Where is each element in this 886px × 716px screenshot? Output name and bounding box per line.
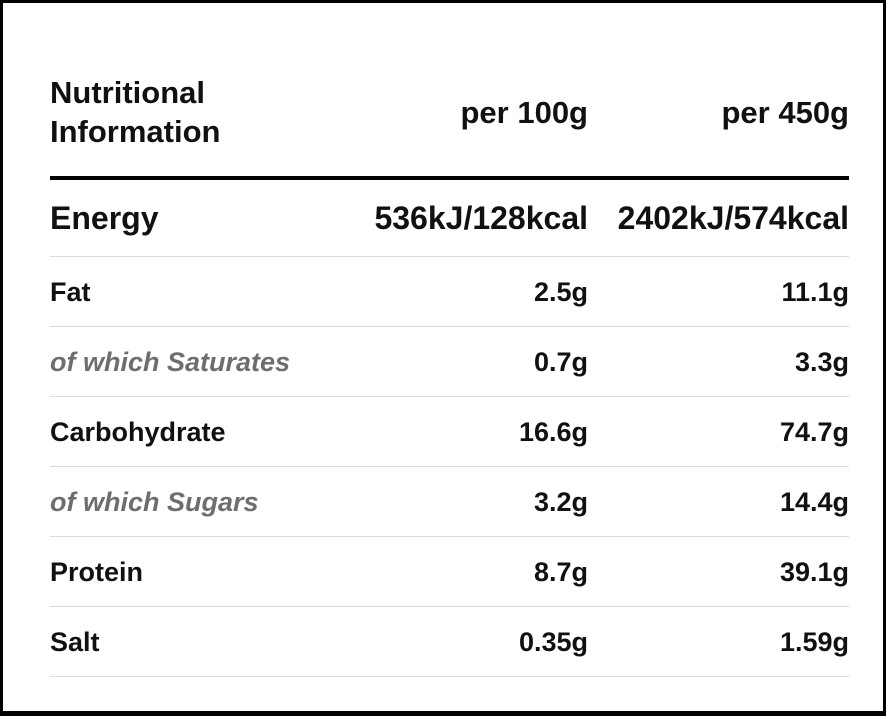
table-title: Nutritional Information xyxy=(50,75,221,149)
value-per-450g: 14.4g xyxy=(779,487,849,517)
value-per-100g: 536kJ/128kcal xyxy=(374,200,588,236)
value-per-450g: 3.3g xyxy=(794,347,849,377)
table-row-sugars: of which Sugars 3.2g 14.4g xyxy=(50,467,849,537)
value-per-450g: 11.1g xyxy=(781,277,849,307)
value-per-100g: 8.7g xyxy=(533,557,588,587)
value-per-100g: 2.5g xyxy=(533,277,588,307)
value-per-100g: 0.35g xyxy=(518,627,588,657)
value-per-100g: 0.7g xyxy=(533,347,588,377)
column-header-per-100g: per 100g xyxy=(460,95,588,130)
nutrient-name: of which Saturates xyxy=(50,347,291,377)
column-header-per-450g: per 450g xyxy=(721,95,849,130)
value-per-450g: 74.7g xyxy=(779,417,849,447)
nutrient-name: Salt xyxy=(50,627,100,657)
nutrition-table: Nutritional Information per 100g per 450… xyxy=(50,59,849,677)
value-per-450g: 1.59g xyxy=(779,627,849,657)
nutrient-name: Protein xyxy=(50,557,144,587)
table-row-salt: Salt 0.35g 1.59g xyxy=(50,607,849,677)
table-row-protein: Protein 8.7g 39.1g xyxy=(50,537,849,607)
table-row-fat: Fat 2.5g 11.1g xyxy=(50,257,849,327)
value-per-450g: 2402kJ/574kcal xyxy=(617,200,849,236)
nutrient-name: of which Sugars xyxy=(50,487,259,517)
nutrient-name: Carbohydrate xyxy=(50,417,226,447)
table-row-energy: Energy 536kJ/128kcal 2402kJ/574kcal xyxy=(50,180,849,257)
nutrient-name: Energy xyxy=(50,200,159,236)
value-per-100g: 16.6g xyxy=(518,417,588,447)
value-per-100g: 3.2g xyxy=(533,487,588,517)
value-per-450g: 39.1g xyxy=(779,557,849,587)
table-header: Nutritional Information per 100g per 450… xyxy=(50,59,849,180)
table-row-carbohydrate: Carbohydrate 16.6g 74.7g xyxy=(50,397,849,467)
nutrient-name: Fat xyxy=(50,277,91,307)
table-row-saturates: of which Saturates 0.7g 3.3g xyxy=(50,327,849,397)
